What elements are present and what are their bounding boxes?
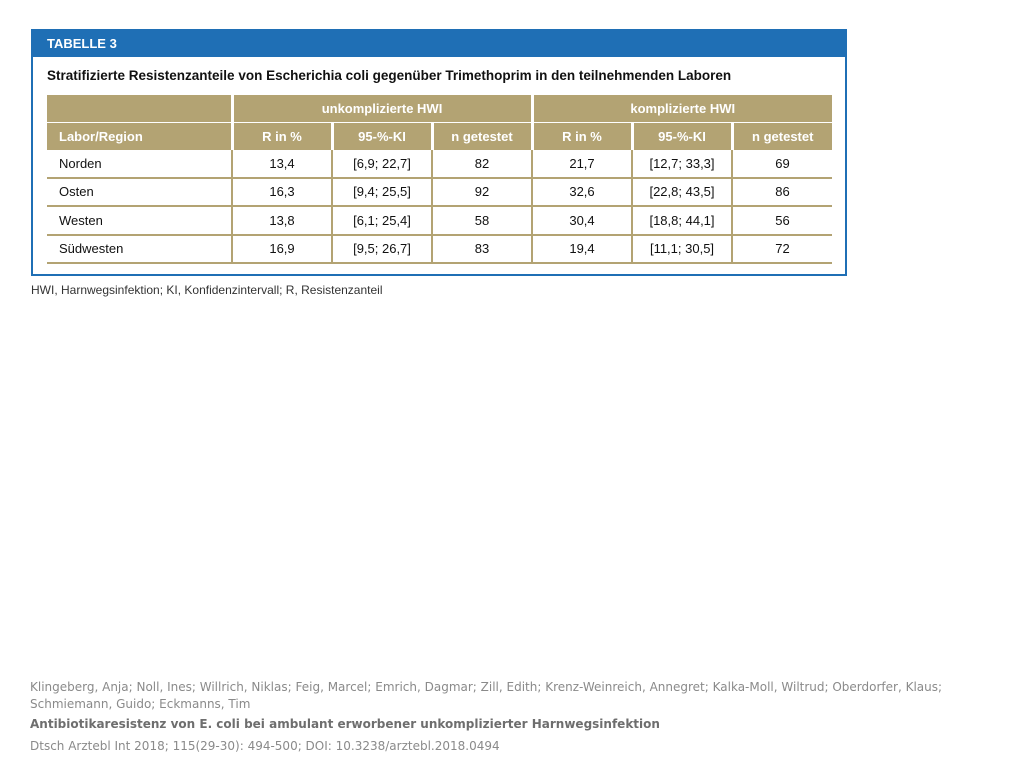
- table-cell: [11,1; 30,5]: [631, 234, 732, 264]
- table-cell: 16,3: [231, 177, 332, 207]
- table-cell: 13,8: [231, 206, 332, 236]
- table-cell: 30,4: [531, 206, 632, 236]
- column-header-region: Labor/Region: [47, 122, 232, 150]
- table-row: Westen 13,8 [6,1; 25,4] 58 30,4 [18,8; 4…: [47, 206, 832, 236]
- region-cell: Norden: [47, 150, 232, 179]
- table-row: Südwesten 16,9 [9,5; 26,7] 83 19,4 [11,1…: [47, 234, 832, 264]
- table-cell: 72: [731, 234, 832, 264]
- table-row: Norden 13,4 [6,9; 22,7] 82 21,7 [12,7; 3…: [47, 150, 832, 179]
- table-cell: 56: [731, 206, 832, 236]
- table-cell: 32,6: [531, 177, 632, 207]
- column-header-n-uncomplicated: n getestet: [430, 122, 532, 150]
- group-header-row: unkomplizierte HWI komplizierte HWI: [47, 95, 832, 123]
- column-header-row: Labor/Region R in % 95-%-KI n getestet R…: [47, 122, 832, 150]
- column-header-ci-uncomplicated: 95-%-KI: [330, 122, 432, 150]
- group-header-complicated: komplizierte HWI: [530, 95, 832, 123]
- citation-title: Antibiotikaresistenz von E. coli bei amb…: [30, 717, 660, 731]
- table-footnote: HWI, Harnwegsinfektion; KI, Konfidenzint…: [31, 283, 383, 297]
- table-row: Osten 16,3 [9,4; 25,5] 92 32,6 [22,8; 43…: [47, 177, 832, 207]
- table-cell: [9,4; 25,5]: [331, 177, 432, 207]
- table-title: Stratifizierte Resistenzanteile von Esch…: [47, 68, 732, 83]
- table-cell: 19,4: [531, 234, 632, 264]
- region-cell: Südwesten: [47, 234, 232, 264]
- table-cell: 13,4: [231, 150, 332, 179]
- table-cell: 16,9: [231, 234, 332, 264]
- table-cell: 82: [431, 150, 532, 179]
- citation-block: Klingeberg, Anja; Noll, Ines; Willrich, …: [30, 679, 1005, 755]
- table-label: TABELLE 3: [33, 31, 845, 57]
- table-cell: 69: [731, 150, 832, 179]
- region-cell: Osten: [47, 177, 232, 207]
- column-header-r-complicated: R in %: [530, 122, 632, 150]
- table-cell: 83: [431, 234, 532, 264]
- citation-authors: Klingeberg, Anja; Noll, Ines; Willrich, …: [30, 680, 943, 711]
- table-cell: 58: [431, 206, 532, 236]
- data-table: unkomplizierte HWI komplizierte HWI Labo…: [47, 95, 832, 264]
- group-header-uncomplicated: unkomplizierte HWI: [230, 95, 532, 123]
- table-figure: TABELLE 3 Stratifizierte Resistenzanteil…: [31, 29, 847, 276]
- table-cell: 92: [431, 177, 532, 207]
- group-header-empty: [47, 95, 232, 123]
- table-cell: [6,9; 22,7]: [331, 150, 432, 179]
- table-cell: [22,8; 43,5]: [631, 177, 732, 207]
- table-cell: [9,5; 26,7]: [331, 234, 432, 264]
- column-header-ci-complicated: 95-%-KI: [630, 122, 732, 150]
- citation-reference: Dtsch Arztebl Int 2018; 115(29-30): 494-…: [30, 739, 500, 753]
- column-header-n-complicated: n getestet: [730, 122, 832, 150]
- table-cell: [12,7; 33,3]: [631, 150, 732, 179]
- table-cell: 86: [731, 177, 832, 207]
- table-cell: [18,8; 44,1]: [631, 206, 732, 236]
- table-cell: [6,1; 25,4]: [331, 206, 432, 236]
- table-cell: 21,7: [531, 150, 632, 179]
- region-cell: Westen: [47, 206, 232, 236]
- column-header-r-uncomplicated: R in %: [230, 122, 332, 150]
